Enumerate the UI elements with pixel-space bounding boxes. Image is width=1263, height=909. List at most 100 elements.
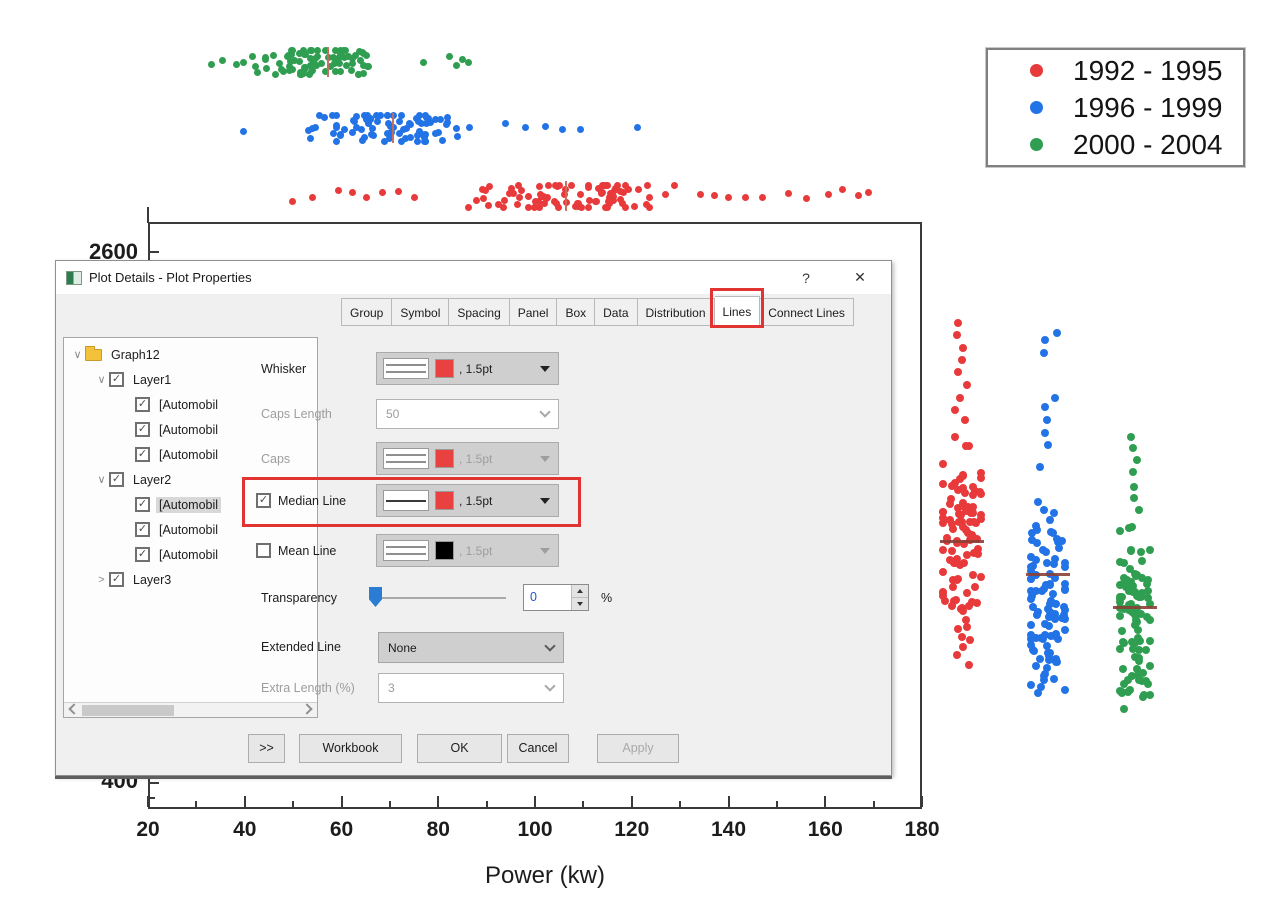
tab-connect-lines[interactable]: Connect Lines: [760, 298, 854, 326]
tree-item-automobil[interactable]: ✓ [Automobil: [64, 442, 317, 467]
extended-line-dropdown[interactable]: None: [378, 632, 564, 663]
collapse-icon[interactable]: ∨: [97, 474, 106, 486]
scatter-point: [350, 116, 358, 124]
mean-line-checkbox[interactable]: [256, 543, 271, 558]
scatter-point: [1130, 621, 1139, 630]
tree-item-graph12[interactable]: ∨ Graph12: [64, 342, 317, 367]
tab-box[interactable]: Box: [557, 298, 596, 326]
scrollbar-thumb[interactable]: [82, 705, 174, 716]
scatter-point: [1036, 634, 1045, 643]
transparency-slider-track[interactable]: [374, 597, 506, 599]
transparency-slider-handle[interactable]: [369, 587, 382, 607]
caps-label: Caps: [261, 452, 291, 466]
scatter-point: [710, 192, 718, 200]
scatter-point: [453, 124, 460, 132]
scatter-point: [1027, 641, 1035, 650]
scatter-point: [633, 123, 641, 131]
tree-item-automobil[interactable]: ✓ [Automobil: [64, 392, 317, 417]
scatter-point: [1141, 676, 1150, 685]
scatter-point: [1135, 636, 1144, 645]
dialog-titlebar[interactable]: Plot Details - Plot Properties ? ✕: [56, 261, 891, 294]
scatter-point: [1133, 634, 1142, 643]
scatter-point: [1122, 581, 1131, 590]
legend-dot: [1030, 101, 1043, 114]
tab-distribution[interactable]: Distribution: [637, 298, 715, 326]
tree-item-layer2[interactable]: ∨ ✓ Layer2: [64, 467, 317, 492]
expand-icon[interactable]: >: [98, 573, 105, 586]
scatter-point: [479, 186, 487, 194]
tree-item-automobil[interactable]: ✓ [Automobil: [64, 417, 317, 442]
tree-checkbox[interactable]: ✓: [135, 547, 150, 562]
scatter-point: [1038, 587, 1047, 596]
tab-data[interactable]: Data: [595, 298, 638, 326]
scatter-point: [1128, 588, 1137, 597]
median-line-checkbox[interactable]: ✓: [256, 493, 271, 508]
tree-item-automobil[interactable]: ✓ [Automobil: [64, 542, 317, 567]
tab-panel[interactable]: Panel: [509, 298, 558, 326]
scatter-point: [331, 68, 339, 76]
scatter-point: [1047, 632, 1056, 641]
cancel-button[interactable]: Cancel: [507, 734, 569, 763]
scatter-point: [864, 188, 872, 196]
tab-symbol[interactable]: Symbol: [392, 298, 450, 326]
collapse-icon[interactable]: ∨: [97, 374, 106, 386]
scatter-point: [396, 118, 404, 126]
scroll-left-icon[interactable]: [68, 703, 80, 715]
tree-item-automobil[interactable]: ✓ [Automobil: [64, 492, 317, 517]
legend-label: 1992 - 1995: [1073, 54, 1223, 86]
scatter-point: [1128, 444, 1137, 452]
tab-spacing[interactable]: Spacing: [449, 298, 510, 326]
scatter-point: [939, 460, 947, 469]
median-line-style-dropdown[interactable]: , 1.5pt: [376, 484, 559, 517]
transparency-spinner[interactable]: 0: [523, 584, 589, 611]
scatter-point: [249, 53, 257, 61]
scatter-point: [1061, 562, 1069, 571]
whisker-style-dropdown[interactable]: , 1.5pt: [376, 352, 559, 385]
chevron-down-icon[interactable]: [544, 639, 556, 652]
scatter-point: [329, 54, 337, 62]
line-width-text: , 1.5pt: [459, 493, 493, 508]
collapse-icon[interactable]: ∨: [73, 349, 82, 361]
tree-checkbox[interactable]: ✓: [135, 447, 150, 462]
scatter-point: [967, 508, 976, 517]
tree-item-layer1[interactable]: ∨ ✓ Layer1: [64, 367, 317, 392]
color-swatch: [435, 491, 454, 510]
tree-checkbox[interactable]: ✓: [109, 472, 124, 487]
help-button[interactable]: ?: [802, 269, 810, 286]
tree-checkbox[interactable]: ✓: [135, 522, 150, 537]
scatter-point: [604, 181, 612, 189]
tree-checkbox[interactable]: ✓: [109, 572, 124, 587]
tree-checkbox[interactable]: ✓: [135, 422, 150, 437]
scatter-point: [1054, 634, 1063, 643]
close-button[interactable]: ✕: [854, 269, 866, 285]
tree-item-layer3[interactable]: > ✓ Layer3: [64, 567, 317, 592]
scatter-point: [369, 125, 377, 133]
spin-down-button[interactable]: [572, 598, 588, 610]
spin-up-button[interactable]: [572, 585, 588, 598]
scroll-right-icon[interactable]: [301, 703, 313, 715]
dropdown-arrow-icon[interactable]: [540, 497, 550, 504]
tree-checkbox[interactable]: ✓: [135, 497, 150, 512]
tree-item-automobil[interactable]: ✓ [Automobil: [64, 517, 317, 542]
workbook-button[interactable]: Workbook: [299, 734, 402, 763]
tree-item-label: [Automobil: [159, 522, 219, 537]
dropdown-arrow-icon[interactable]: [540, 365, 550, 372]
scatter-point: [261, 53, 269, 61]
scatter-point: [1027, 536, 1036, 545]
tree-horizontal-scrollbar[interactable]: [64, 702, 317, 717]
scatter-point: [1031, 587, 1040, 596]
legend-dot: [1030, 64, 1043, 77]
scatter-point: [1130, 483, 1139, 491]
scatter-point: [945, 500, 954, 509]
tree-checkbox[interactable]: ✓: [135, 397, 150, 412]
scatter-point: [969, 502, 978, 511]
scatter-point: [384, 111, 392, 119]
tree-checkbox[interactable]: ✓: [109, 372, 124, 387]
scatter-point: [977, 510, 985, 519]
scatter-point: [321, 114, 329, 122]
tab-lines[interactable]: Lines: [709, 288, 765, 328]
tab-group[interactable]: Group: [341, 298, 393, 326]
scatter-point: [948, 576, 957, 585]
ok-button[interactable]: OK: [417, 734, 502, 763]
expand-button[interactable]: >>: [248, 734, 285, 763]
